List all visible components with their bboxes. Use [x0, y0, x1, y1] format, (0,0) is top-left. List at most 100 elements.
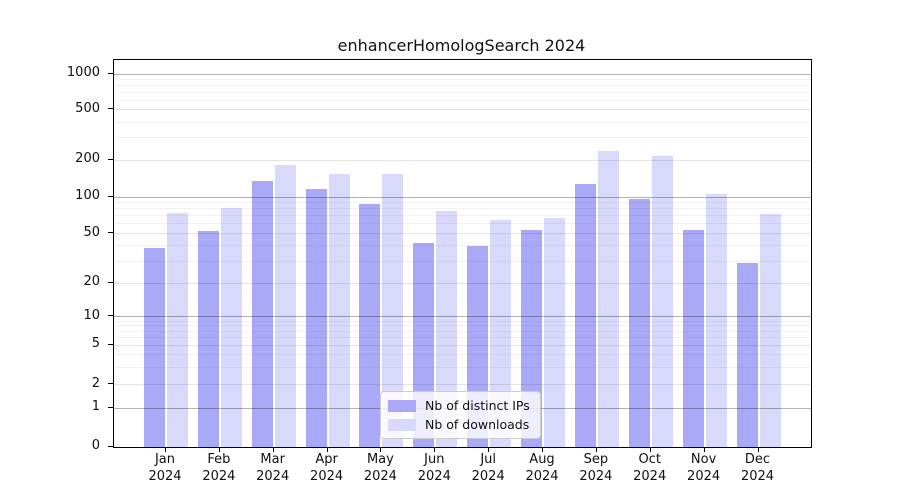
gridline-3: [114, 366, 811, 368]
x-tick-label-may: May 2024: [363, 452, 397, 484]
bar-nb-of-downloads-jan: [167, 212, 188, 447]
gridline-200: [114, 159, 811, 161]
x-tick-mark: [488, 447, 490, 452]
bar-nb-of-distinct-ips-jan: [144, 248, 165, 447]
y-tick-label-500: 500: [75, 100, 100, 116]
y-tick-mark: [108, 383, 113, 385]
y-tick-label-50: 50: [83, 224, 100, 240]
legend-label-downloads: Nb of downloads: [425, 417, 530, 432]
gridline-9: [114, 320, 811, 322]
x-tick-mark: [434, 447, 436, 452]
gridline-400: [114, 121, 811, 123]
gridline-8: [114, 325, 811, 327]
y-tick-label-0: 0: [91, 438, 100, 453]
bar-nb-of-downloads-aug: [544, 218, 565, 447]
gridline-80: [114, 208, 811, 210]
x-tick-mark: [380, 447, 382, 452]
x-tick-mark: [326, 447, 328, 452]
y-tick-label-5: 5: [91, 336, 100, 352]
legend-swatch-downloads: [388, 418, 416, 431]
gridline-50: [114, 233, 811, 234]
legend-item-downloads: Nb of downloads: [388, 417, 530, 432]
y-tick-mark: [108, 406, 113, 408]
x-tick-label-nov: Nov 2024: [687, 452, 721, 484]
x-tick-mark: [595, 447, 597, 452]
gridline-5: [114, 344, 811, 346]
chart-title: enhancerHomologSearch 2024: [337, 36, 586, 55]
gridline-800: [114, 85, 811, 87]
gridline-300: [114, 137, 811, 139]
bar-nb-of-downloads-jul: [490, 219, 512, 447]
x-tick-label-feb: Feb 2024: [202, 452, 236, 484]
y-tick-label-100: 100: [75, 188, 100, 204]
x-tick-label-oct: Oct 2024: [633, 452, 667, 484]
gridline-30: [114, 260, 811, 262]
bar-nb-of-downloads-jun: [436, 210, 458, 447]
x-tick-label-jul: Jul 2024: [471, 452, 505, 484]
legend-item-distinct-ips: Nb of distinct IPs: [388, 398, 530, 413]
gridline-7: [114, 330, 811, 332]
gridline-90: [114, 202, 811, 204]
y-tick-mark: [108, 315, 113, 317]
bar-nb-of-downloads-dec: [759, 213, 781, 447]
bar-nb-of-distinct-ips-may: [359, 203, 381, 447]
bar-nb-of-distinct-ips-mar: [251, 180, 273, 447]
y-tick-label-10: 10: [83, 307, 100, 323]
bar-nb-of-downloads-oct: [651, 156, 673, 447]
x-tick-label-jan: Jan 2024: [148, 452, 182, 484]
bar-nb-of-distinct-ips-apr: [305, 188, 327, 447]
y-tick-label-200: 200: [75, 151, 100, 166]
legend-swatch-distinct-ips: [388, 399, 416, 412]
gridline-600: [114, 100, 811, 101]
gridline-10: [114, 316, 811, 318]
gridline-4: [114, 354, 811, 356]
bar-nb-of-distinct-ips-nov: [682, 230, 704, 447]
x-tick-mark: [703, 447, 705, 452]
gridline-500: [114, 109, 811, 111]
y-tick-mark: [108, 72, 113, 74]
gridline-40: [114, 245, 811, 246]
y-tick-mark: [108, 232, 113, 233]
y-tick-mark: [108, 445, 113, 447]
y-tick-label-1000: 1000: [66, 65, 100, 81]
x-tick-mark: [757, 447, 759, 452]
x-tick-label-mar: Mar 2024: [256, 452, 290, 484]
gridline-700: [114, 92, 811, 94]
y-tick-label-20: 20: [83, 274, 100, 290]
bar-nb-of-downloads-apr: [328, 173, 350, 447]
bar-nb-of-distinct-ips-feb: [197, 231, 219, 447]
x-tick-label-aug: Aug 2024: [525, 452, 559, 484]
gridline-900: [114, 79, 811, 81]
legend: Nb of distinct IPs Nb of downloads: [380, 391, 541, 439]
plot-area: [113, 59, 812, 448]
gridline-60: [114, 223, 811, 225]
gridline-6: [114, 337, 811, 339]
bar-nb-of-downloads-mar: [274, 165, 296, 447]
gridline-2: [114, 384, 811, 386]
x-tick-mark: [272, 447, 274, 452]
y-tick-label-1: 1: [91, 399, 100, 415]
bar-nb-of-distinct-ips-oct: [628, 198, 650, 447]
y-tick-mark: [108, 158, 113, 160]
y-tick-mark: [108, 195, 113, 197]
bar-nb-of-downloads-nov: [705, 194, 727, 447]
bar-nb-of-distinct-ips-dec: [736, 263, 758, 447]
x-tick-label-apr: Apr 2024: [310, 452, 344, 484]
gridline-20: [114, 282, 811, 284]
gridline-100: [114, 196, 811, 198]
x-tick-label-dec: Dec 2024: [740, 452, 775, 484]
bar-nb-of-downloads-may: [382, 174, 404, 447]
x-tick-label-sep: Sep 2024: [579, 452, 613, 484]
y-tick-mark: [108, 343, 113, 345]
x-tick-mark: [218, 447, 220, 452]
x-tick-mark: [165, 447, 166, 452]
x-tick-label-jun: Jun 2024: [417, 452, 451, 484]
x-tick-mark: [649, 447, 651, 452]
gridline-1000: [114, 73, 811, 75]
y-tick-label-2: 2: [91, 375, 100, 391]
y-tick-mark: [108, 281, 113, 283]
y-tick-mark: [108, 108, 113, 110]
bar-nb-of-downloads-sep: [597, 151, 619, 447]
bar-nb-of-downloads-feb: [220, 208, 242, 447]
